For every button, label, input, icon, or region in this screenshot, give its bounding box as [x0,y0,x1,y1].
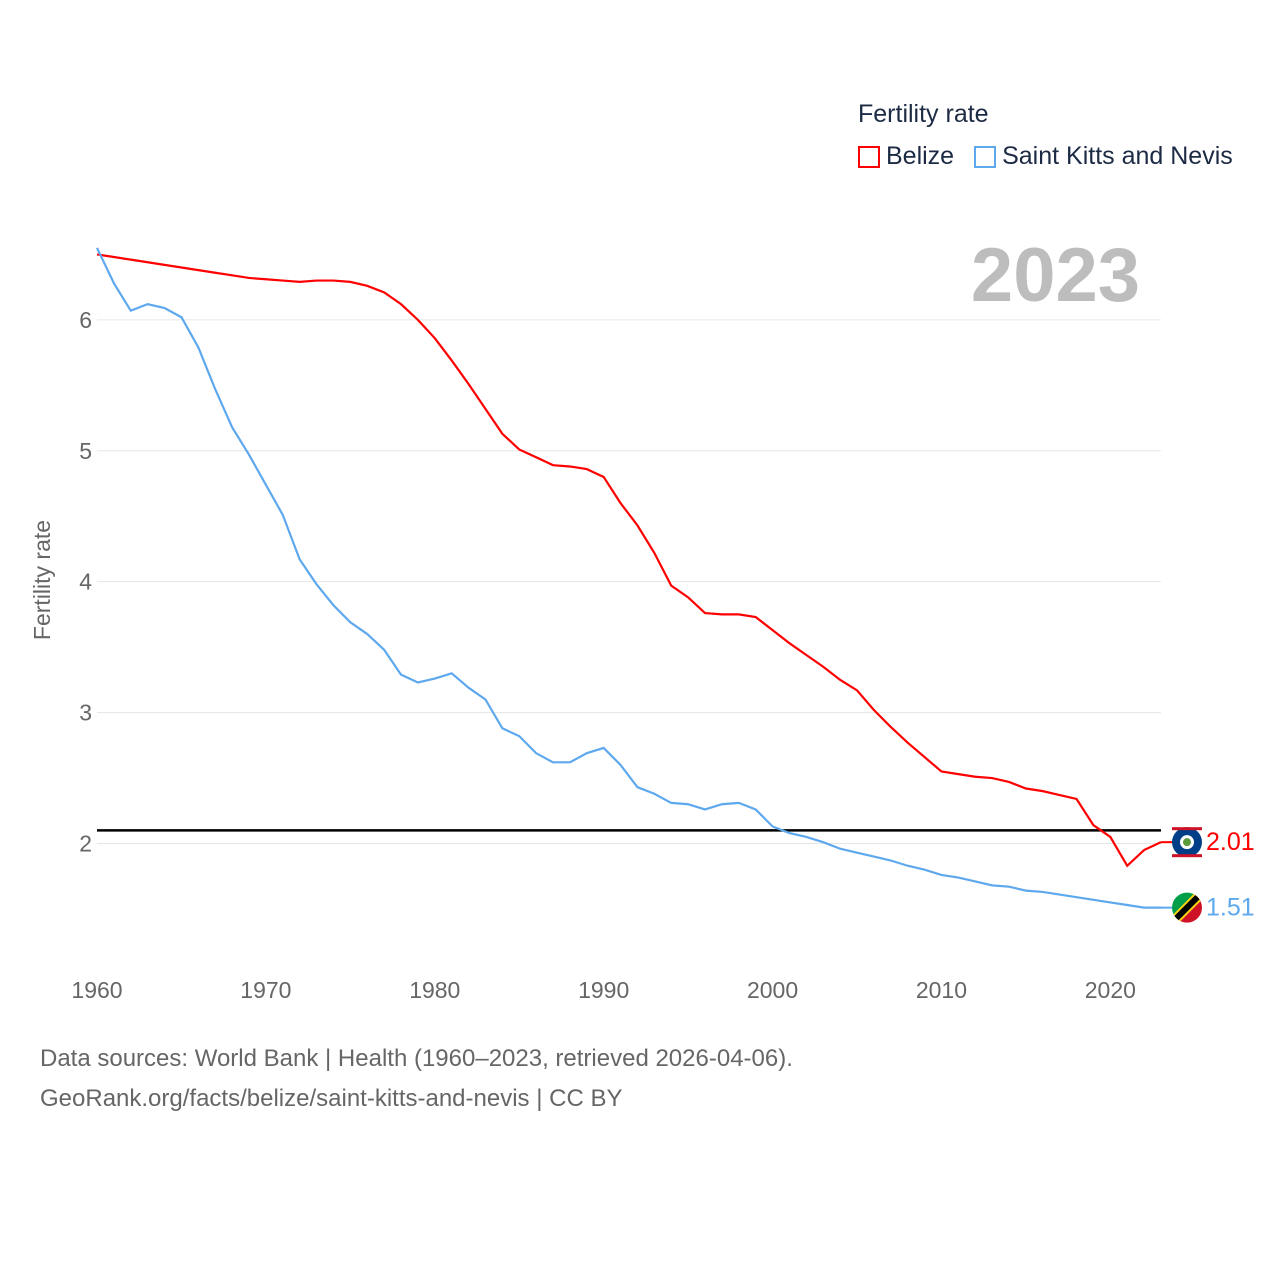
saint-kitts-and-nevis-flag-icon [1172,892,1202,923]
year-label: 2023 [970,233,1140,318]
x-tick-label: 2000 [747,977,798,1003]
legend-item-belize[interactable]: Belize [858,142,954,171]
legend-label: Saint Kitts and Nevis [1002,142,1233,170]
legend-item-skn[interactable]: Saint Kitts and Nevis [974,142,1233,171]
x-tick-label: 2020 [1085,977,1136,1003]
x-tick-label: 1970 [240,977,291,1003]
footer-link[interactable]: GeoRank.org/facts/belize/saint-kitts-and… [40,1085,623,1112]
y-tick-label: 4 [79,569,92,595]
y-axis-label: Fertility rate [29,520,55,640]
y-tick-label: 6 [79,307,92,333]
x-tick-label: 1990 [578,977,629,1003]
footer-sources: Data sources: World Bank | Health (1960–… [40,1045,793,1072]
x-tick-label: 1980 [409,977,460,1003]
end-value-label: 2.01 [1206,828,1255,856]
x-tick-label: 2010 [916,977,967,1003]
y-tick-label: 5 [79,438,92,464]
y-tick-label: 2 [79,830,92,856]
y-tick-label: 3 [79,700,92,726]
flag-emblem [1183,838,1191,847]
flag-stripe [1172,827,1202,831]
legend-title: Fertility rate [858,100,989,128]
end-value-label: 1.51 [1206,894,1255,922]
legend-swatch-skn [974,145,997,168]
flag-stripe [1172,854,1202,858]
series-line-1 [96,247,1161,909]
legend-label: Belize [886,142,955,170]
legend-swatch-belize [858,145,880,168]
x-tick-label: 1960 [71,977,122,1003]
series-line-0 [96,253,1162,868]
legend: Belize Saint Kitts and Nevis [858,142,1233,171]
